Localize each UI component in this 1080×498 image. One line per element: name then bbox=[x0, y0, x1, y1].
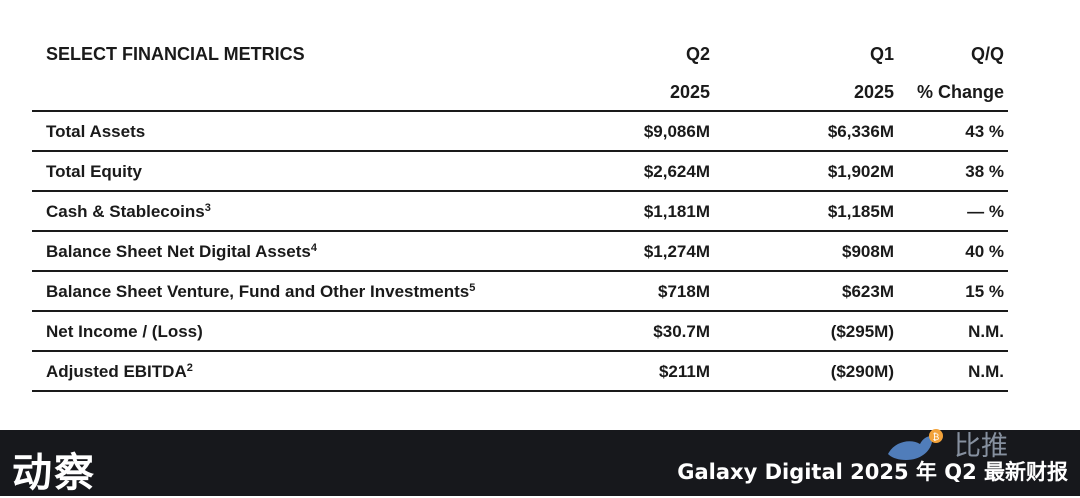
cell-q1: $908M bbox=[842, 242, 894, 261]
cell-change: N.M. bbox=[968, 322, 1004, 341]
col-header-change: Q/Q bbox=[970, 44, 1004, 64]
cell-q2: $1,181M bbox=[643, 202, 710, 221]
table-header: SELECT FINANCIAL METRICS Q2 2025 Q1 2025… bbox=[32, 34, 1008, 112]
row-label: Total Assets bbox=[46, 122, 145, 142]
row-label-text: Total Assets bbox=[46, 122, 146, 141]
table-row: Total Assets $9,086M $6,336M 43 % bbox=[32, 112, 1008, 152]
financial-metrics-table: SELECT FINANCIAL METRICS Q2 2025 Q1 2025… bbox=[32, 34, 1008, 392]
footnote-ref: 2 bbox=[186, 362, 193, 374]
footnote-ref: 4 bbox=[310, 242, 317, 254]
table-row: Cash & Stablecoins3 $1,181M $1,185M — % bbox=[32, 192, 1008, 232]
row-label-text: Adjusted EBITDA bbox=[46, 362, 187, 381]
col-header-q2-period: Q2 bbox=[685, 44, 710, 64]
row-label: Net Income / (Loss) bbox=[46, 322, 203, 342]
row-label: Balance Sheet Net Digital Assets4 bbox=[46, 242, 317, 262]
col-header-change-unit: % Change bbox=[916, 82, 1004, 102]
cell-q1: $6,336M bbox=[827, 122, 894, 141]
cell-q2: $211M bbox=[658, 362, 710, 381]
cell-q2: $9,086M bbox=[643, 122, 710, 141]
cell-q1: $1,185M bbox=[827, 202, 894, 221]
row-label-text: Balance Sheet Venture, Fund and Other In… bbox=[46, 282, 470, 301]
cell-q1: ($295M) bbox=[830, 322, 894, 341]
col-header-q2-year: 2025 bbox=[669, 82, 710, 102]
row-label: Total Equity bbox=[46, 162, 142, 182]
table-row: Total Equity $2,624M $1,902M 38 % bbox=[32, 152, 1008, 192]
cell-q1: ($290M) bbox=[830, 362, 894, 381]
footnote-ref: 3 bbox=[204, 202, 211, 214]
cell-change: N.M. bbox=[968, 362, 1004, 381]
row-label: Balance Sheet Venture, Fund and Other In… bbox=[46, 282, 475, 302]
cell-q2: $30.7M bbox=[653, 322, 710, 341]
footer-banner: 动察 Galaxy Digital 2025 年 Q2 最新财报 bbox=[0, 430, 1080, 496]
cell-change: — % bbox=[967, 202, 1004, 221]
row-label-text: Net Income / (Loss) bbox=[46, 322, 203, 341]
footnote-ref: 5 bbox=[469, 282, 476, 294]
cell-q2: $1,274M bbox=[643, 242, 710, 261]
cell-change: 40 % bbox=[965, 242, 1004, 261]
cell-change: 43 % bbox=[965, 122, 1004, 141]
cell-q2: $718M bbox=[658, 282, 710, 301]
table-row: Adjusted EBITDA2 $211M ($290M) N.M. bbox=[32, 352, 1008, 392]
svg-text:₿: ₿ bbox=[933, 432, 940, 443]
cell-q1: $1,902M bbox=[827, 162, 894, 181]
row-label-text: Balance Sheet Net Digital Assets bbox=[46, 242, 311, 261]
cell-q2: $2,624M bbox=[643, 162, 710, 181]
watermark: ₿ 比推 bbox=[880, 424, 1030, 470]
bird-logo-icon: ₿ bbox=[888, 429, 943, 460]
row-label-text: Cash & Stablecoins bbox=[46, 202, 205, 221]
table-row: Balance Sheet Venture, Fund and Other In… bbox=[32, 272, 1008, 312]
row-label: Cash & Stablecoins3 bbox=[46, 202, 211, 222]
row-label: Adjusted EBITDA2 bbox=[46, 362, 193, 382]
col-header-q1-year: 2025 bbox=[853, 82, 894, 102]
cell-change: 15 % bbox=[965, 282, 1004, 301]
col-header-q1-period: Q1 bbox=[869, 44, 894, 64]
table-row: Balance Sheet Net Digital Assets4 $1,274… bbox=[32, 232, 1008, 272]
cell-change: 38 % bbox=[965, 162, 1004, 181]
table-title: SELECT FINANCIAL METRICS bbox=[46, 44, 305, 64]
cell-q1: $623M bbox=[842, 282, 894, 301]
row-label-text: Total Equity bbox=[46, 162, 143, 181]
brand-logo: 动察 bbox=[12, 450, 96, 496]
table-row: Net Income / (Loss) $30.7M ($295M) N.M. bbox=[32, 312, 1008, 352]
footer-title: Galaxy Digital 2025 年 Q2 最新财报 bbox=[677, 460, 1068, 484]
watermark-text: 比推 bbox=[954, 431, 1008, 462]
